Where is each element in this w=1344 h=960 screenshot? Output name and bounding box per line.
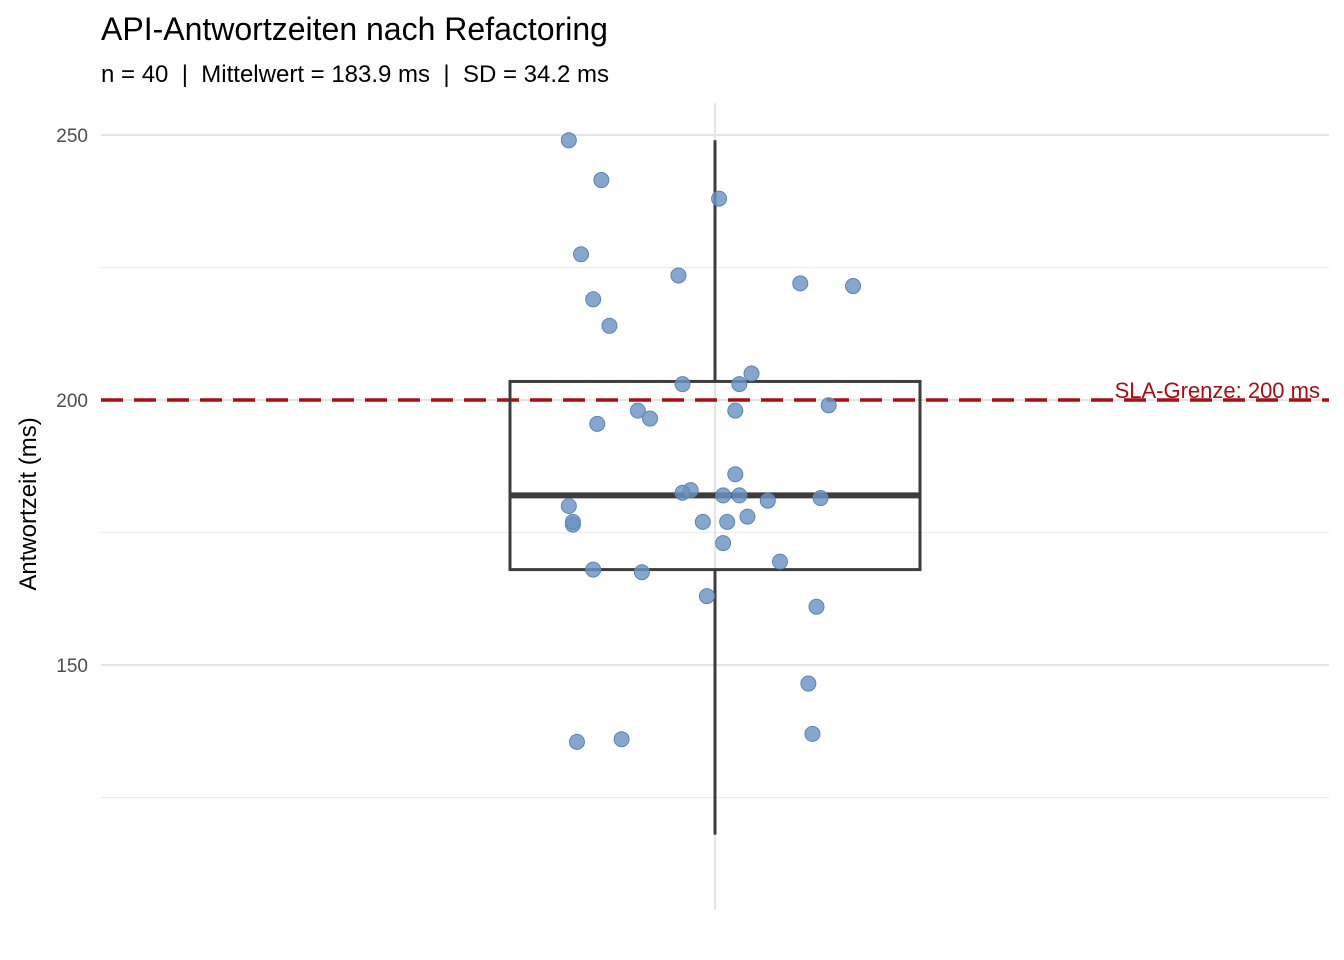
data-point bbox=[629, 402, 646, 419]
sla-label-group: SLA-Grenze: 200 ms bbox=[1115, 378, 1320, 403]
data-point bbox=[670, 267, 687, 284]
data-point bbox=[711, 190, 728, 207]
data-point bbox=[698, 588, 715, 605]
data-point bbox=[727, 402, 744, 419]
data-point bbox=[573, 246, 590, 263]
data-point bbox=[593, 172, 610, 189]
y-axis-ticks: 150 200 250 bbox=[56, 126, 88, 677]
data-point bbox=[613, 731, 630, 748]
data-point bbox=[808, 598, 825, 615]
chart-subtitle: n = 40 | Mittelwert = 183.9 ms | SD = 34… bbox=[101, 61, 609, 88]
data-point bbox=[674, 376, 691, 393]
data-point bbox=[845, 278, 862, 295]
data-point bbox=[674, 484, 691, 501]
data-point bbox=[589, 415, 606, 432]
data-point bbox=[820, 397, 837, 414]
y-tick-label: 150 bbox=[56, 656, 88, 677]
data-point bbox=[759, 492, 776, 509]
data-point bbox=[739, 508, 756, 525]
data-point bbox=[743, 365, 760, 382]
y-axis-label: Antwortzeit (ms) bbox=[15, 417, 42, 590]
data-point bbox=[719, 513, 736, 530]
data-point bbox=[727, 466, 744, 483]
data-point bbox=[601, 317, 618, 334]
data-point bbox=[804, 725, 821, 742]
data-points bbox=[560, 132, 862, 750]
data-point bbox=[560, 132, 577, 149]
data-point bbox=[694, 513, 711, 530]
box-plot bbox=[508, 140, 922, 835]
data-point bbox=[771, 553, 788, 570]
data-point bbox=[633, 564, 650, 581]
data-point bbox=[564, 513, 581, 530]
data-point bbox=[800, 675, 817, 692]
data-point bbox=[560, 498, 577, 514]
data-point bbox=[812, 490, 829, 507]
data-point bbox=[715, 535, 732, 552]
data-point bbox=[642, 410, 659, 427]
iqr-box bbox=[508, 379, 922, 572]
data-point bbox=[715, 487, 732, 504]
data-point bbox=[585, 561, 602, 578]
data-point bbox=[792, 275, 809, 292]
sla-label: SLA-Grenze: 200 ms bbox=[1115, 378, 1320, 403]
chart-title: API-Antwortzeiten nach Refactoring bbox=[101, 11, 608, 47]
data-point bbox=[568, 733, 585, 750]
data-point bbox=[731, 487, 748, 504]
y-tick-label: 250 bbox=[56, 126, 88, 147]
data-point bbox=[585, 291, 602, 308]
data-point bbox=[731, 376, 748, 393]
y-tick-label: 200 bbox=[56, 391, 88, 412]
